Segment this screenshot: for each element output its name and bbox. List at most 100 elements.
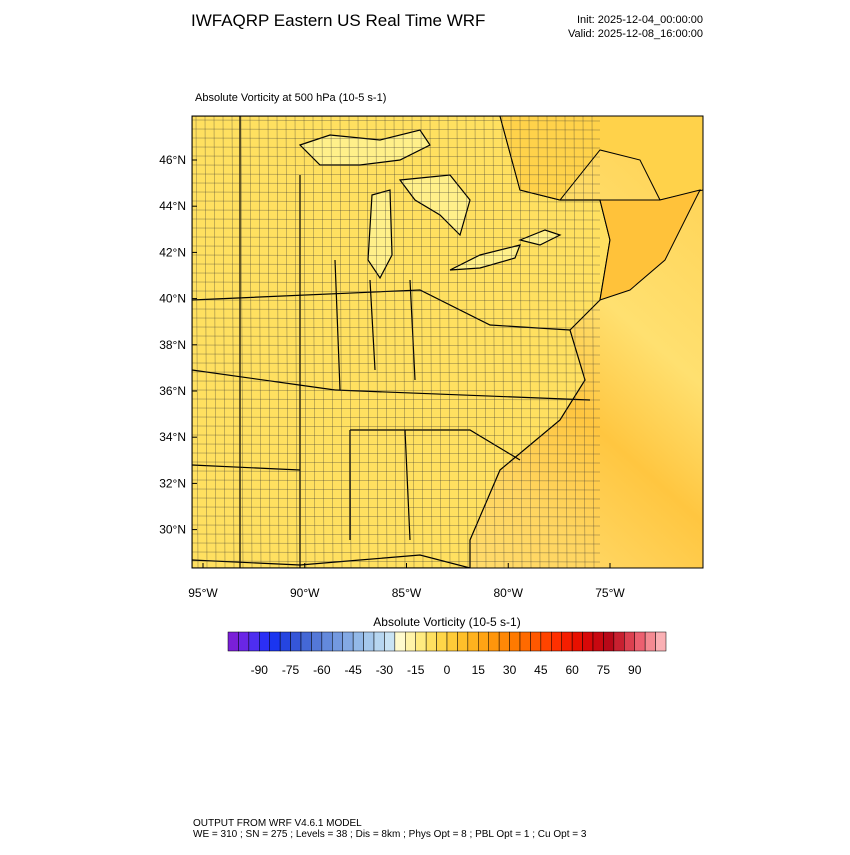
county-line bbox=[564, 116, 568, 568]
county-line bbox=[195, 116, 199, 568]
colorbar-tick-label: 0 bbox=[444, 663, 451, 677]
title: IWFAQRP Eastern US Real Time WRF bbox=[191, 11, 485, 30]
county-line bbox=[411, 116, 415, 568]
colorbar-tick-label: 75 bbox=[597, 663, 611, 677]
lat-label: 30°N bbox=[159, 523, 186, 537]
county-line bbox=[582, 116, 586, 568]
colorbar-box bbox=[540, 631, 552, 652]
colorbar-box bbox=[644, 631, 656, 652]
county-line bbox=[267, 116, 271, 568]
county-line bbox=[192, 479, 601, 482]
colorbar-tick-label: -90 bbox=[251, 663, 269, 677]
colorbar-box bbox=[352, 631, 364, 652]
colorbar-box bbox=[551, 631, 562, 652]
county-line bbox=[192, 560, 601, 563]
county-line bbox=[192, 461, 601, 464]
colorbar-box bbox=[436, 631, 448, 652]
county-line bbox=[213, 116, 217, 568]
colorbar-box bbox=[498, 631, 510, 652]
colorbar-box bbox=[446, 631, 458, 652]
county-line bbox=[192, 452, 601, 455]
county-line bbox=[231, 116, 235, 568]
county-line bbox=[393, 116, 397, 568]
colorbar-tick-label: -75 bbox=[282, 663, 300, 677]
county-line bbox=[192, 335, 601, 338]
colorbar-tick-label: -45 bbox=[344, 663, 362, 677]
county-line bbox=[192, 362, 601, 365]
colorbar: -90 -75 -60 -45 -30 -15 0 15 30 45 60 75 90 bbox=[227, 631, 667, 677]
county-line bbox=[192, 425, 601, 428]
colorbar-box bbox=[478, 631, 489, 652]
colorbar-box bbox=[634, 631, 646, 652]
county-line bbox=[483, 116, 487, 568]
lat-label: 40°N bbox=[159, 292, 186, 306]
county-line bbox=[192, 191, 601, 194]
county-line bbox=[528, 116, 532, 568]
county-line bbox=[321, 116, 325, 568]
county-line bbox=[546, 116, 550, 568]
county-line bbox=[501, 116, 505, 568]
county-line bbox=[555, 116, 559, 568]
county-line bbox=[192, 137, 601, 140]
county-line bbox=[303, 116, 307, 568]
map bbox=[191, 115, 704, 569]
footer-line: OUTPUT FROM WRF V4.6.1 MODEL bbox=[193, 818, 362, 829]
lat-label: 36°N bbox=[159, 384, 186, 398]
county-line bbox=[474, 116, 478, 568]
colorbar-tick-label: 60 bbox=[565, 663, 579, 677]
county-line bbox=[192, 272, 601, 275]
county-line bbox=[192, 434, 601, 437]
colorbar-box bbox=[363, 631, 375, 652]
colorbar-box bbox=[290, 631, 302, 652]
colorbar-box bbox=[613, 631, 625, 652]
lat-label: 38°N bbox=[159, 338, 186, 352]
lon-label: 90°W bbox=[290, 586, 320, 600]
county-line bbox=[192, 263, 601, 266]
county-line bbox=[192, 182, 601, 185]
lon-label: 85°W bbox=[392, 586, 422, 600]
county-line bbox=[192, 164, 601, 167]
county-line bbox=[192, 551, 601, 554]
county-line bbox=[192, 515, 601, 518]
county-line bbox=[192, 218, 601, 221]
colorbar-box bbox=[624, 631, 635, 652]
colorbar-box bbox=[394, 631, 406, 652]
county-line bbox=[204, 116, 208, 568]
colorbar-title: Absolute Vorticity (10-5 s-1) bbox=[373, 615, 520, 629]
valid-time: Valid: 2025-12-08_16:00:00 bbox=[568, 28, 703, 40]
county-line bbox=[285, 116, 289, 568]
colorbar-box bbox=[259, 631, 270, 652]
county-line bbox=[339, 116, 343, 568]
county-line bbox=[366, 116, 370, 568]
county-line bbox=[519, 116, 523, 568]
county-line bbox=[192, 227, 601, 230]
colorbar-box bbox=[405, 631, 416, 652]
colorbar-box bbox=[311, 631, 323, 652]
county-line bbox=[492, 116, 496, 568]
county-line bbox=[192, 443, 601, 446]
county-line bbox=[456, 116, 460, 568]
county-lines bbox=[192, 116, 601, 568]
county-line bbox=[429, 116, 433, 568]
county-line bbox=[384, 116, 388, 568]
county-line bbox=[510, 116, 514, 568]
colorbar-box bbox=[227, 631, 239, 652]
county-line bbox=[240, 116, 244, 568]
colorbar-box bbox=[373, 631, 385, 652]
county-line bbox=[192, 470, 601, 473]
colorbar-tick-label: -30 bbox=[376, 663, 394, 677]
colorbar-tick-label: 90 bbox=[628, 663, 642, 677]
county-line bbox=[375, 116, 379, 568]
colorbar-box bbox=[238, 631, 250, 652]
lat-label: 34°N bbox=[159, 430, 186, 444]
county-line bbox=[192, 209, 601, 212]
colorbar-box bbox=[457, 631, 469, 652]
county-line bbox=[447, 116, 451, 568]
colorbar-tick-label: 30 bbox=[503, 663, 517, 677]
lake-michigan bbox=[367, 189, 393, 280]
colorbar-box bbox=[488, 631, 500, 652]
county-line bbox=[192, 488, 601, 491]
county-line bbox=[192, 407, 601, 410]
colorbar-box bbox=[530, 631, 542, 652]
